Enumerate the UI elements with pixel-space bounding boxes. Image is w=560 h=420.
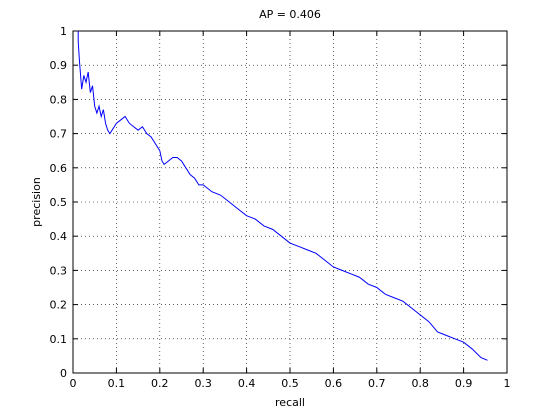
x-tick-label: 0.4 <box>238 377 256 390</box>
x-tick-label: 0.7 <box>368 377 386 390</box>
y-tick-label: 0.8 <box>50 93 68 106</box>
y-tick-label: 0.5 <box>50 196 68 209</box>
chart-title: AP = 0.406 <box>259 8 321 21</box>
x-tick-label: 0.1 <box>108 377 126 390</box>
x-tick-label: 0.8 <box>411 377 429 390</box>
y-tick-label: 0 <box>60 367 67 380</box>
y-tick-label: 0.6 <box>50 162 68 175</box>
x-tick-label: 0.3 <box>194 377 212 390</box>
x-tick-label: 0.5 <box>281 377 299 390</box>
x-tick-label: 1 <box>504 377 511 390</box>
x-axis-label: recall <box>275 396 305 409</box>
y-tick-label: 1 <box>60 25 67 38</box>
y-axis-label: precision <box>30 177 43 227</box>
x-tick-label: 0.6 <box>325 377 343 390</box>
x-tick-label: 0.2 <box>151 377 169 390</box>
y-tick-label: 0.9 <box>50 59 68 72</box>
plot-frame <box>72 30 508 374</box>
x-tick-label: 0 <box>70 377 77 390</box>
y-tick-label: 0.2 <box>50 299 68 312</box>
y-tick-label: 0.1 <box>50 333 68 346</box>
y-tick-label: 0.4 <box>50 230 68 243</box>
y-tick-label: 0.3 <box>50 264 68 277</box>
pr-curve <box>77 31 488 361</box>
x-tick-label: 0.9 <box>455 377 473 390</box>
y-tick-label: 0.7 <box>50 128 68 141</box>
